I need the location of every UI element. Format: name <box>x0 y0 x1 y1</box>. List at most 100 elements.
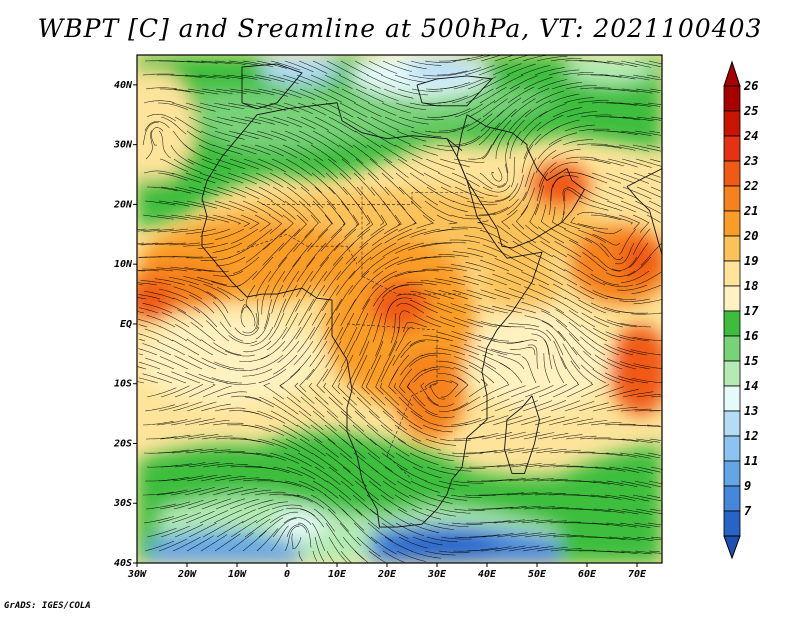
streamline <box>508 545 540 552</box>
streamline <box>245 466 276 470</box>
streamline <box>620 130 652 137</box>
streamline <box>382 270 412 284</box>
streamline <box>606 102 637 106</box>
colorbar-label: 19 <box>744 254 758 268</box>
streamline <box>507 86 535 104</box>
streamline <box>230 116 262 125</box>
streamline <box>352 494 377 516</box>
streamline <box>186 60 218 64</box>
streamline <box>536 172 549 202</box>
streamline <box>480 546 512 552</box>
streamline <box>212 74 244 80</box>
streamline <box>479 172 506 187</box>
streamline <box>577 223 608 230</box>
lat-tick-label: 40N <box>114 80 133 91</box>
streamline <box>552 465 584 468</box>
streamline <box>306 354 326 380</box>
colorbar-label: 13 <box>744 404 758 418</box>
streamline <box>319 242 341 267</box>
streamline <box>200 60 232 65</box>
streamline <box>520 65 551 76</box>
streamline <box>299 438 326 457</box>
streamline <box>604 144 636 151</box>
streamline <box>548 69 580 76</box>
streamline <box>412 536 443 546</box>
streamline <box>617 310 649 314</box>
streamline <box>636 393 662 398</box>
streamline <box>311 452 338 471</box>
streamline <box>550 400 581 412</box>
streamline <box>627 256 652 277</box>
streamline <box>270 525 289 552</box>
streamline <box>482 533 514 538</box>
streamline <box>283 172 310 192</box>
streamline <box>184 144 212 161</box>
streamline <box>579 60 610 64</box>
streamline <box>525 224 551 244</box>
streamline <box>551 434 583 440</box>
streamline <box>527 344 539 370</box>
streamline <box>492 198 519 216</box>
streamline <box>467 318 498 328</box>
streamline <box>465 332 496 342</box>
streamline <box>143 516 175 524</box>
lat-tick-label: 10S <box>114 379 132 390</box>
streamline <box>283 102 313 115</box>
streamline <box>450 214 482 220</box>
streamline <box>592 480 624 486</box>
streamline <box>538 162 557 188</box>
streamline <box>435 348 466 356</box>
streamline <box>228 532 254 552</box>
streamline <box>566 382 594 398</box>
streamline <box>592 368 621 384</box>
streamline <box>436 423 468 427</box>
streamline <box>240 144 271 155</box>
streamline <box>398 466 427 482</box>
streamline <box>494 324 525 328</box>
streamline <box>243 499 274 510</box>
streamline <box>156 419 188 426</box>
streamline <box>244 396 275 408</box>
streamline <box>384 256 414 270</box>
streamline <box>515 205 529 230</box>
streamline <box>583 350 609 370</box>
streamline <box>333 228 357 251</box>
colorbar-swatch <box>723 410 741 437</box>
streamline <box>145 503 177 510</box>
streamline <box>158 402 189 412</box>
streamline <box>359 228 385 249</box>
streamline <box>273 354 298 375</box>
streamline <box>201 357 231 370</box>
streamline <box>409 452 439 465</box>
streamline <box>522 400 553 412</box>
streamline <box>255 102 286 111</box>
streamline <box>286 116 316 130</box>
streamline <box>512 240 540 258</box>
streamline <box>394 74 425 83</box>
streamline <box>396 293 427 300</box>
streamline <box>647 172 661 178</box>
streamline <box>507 519 539 524</box>
streamline <box>440 536 472 540</box>
streamline <box>341 88 370 104</box>
streamline <box>438 57 470 62</box>
streamline <box>366 144 393 164</box>
streamline <box>552 107 583 118</box>
streamline <box>277 340 300 364</box>
coastline <box>456 114 586 249</box>
colorbar-label: 26 <box>743 79 758 93</box>
lon-tick-label: 50E <box>528 569 547 580</box>
streamline <box>453 356 483 370</box>
streamline <box>145 357 175 370</box>
streamline <box>137 381 145 384</box>
streamline <box>384 186 406 211</box>
streamline <box>327 158 352 180</box>
streamline <box>339 312 355 341</box>
streamline <box>536 547 568 552</box>
streamline <box>438 480 470 487</box>
streamline <box>215 158 246 170</box>
coastline <box>241 63 303 110</box>
streamline <box>335 284 354 311</box>
wbpt-shaded-field <box>137 55 662 563</box>
streamline <box>230 438 261 443</box>
